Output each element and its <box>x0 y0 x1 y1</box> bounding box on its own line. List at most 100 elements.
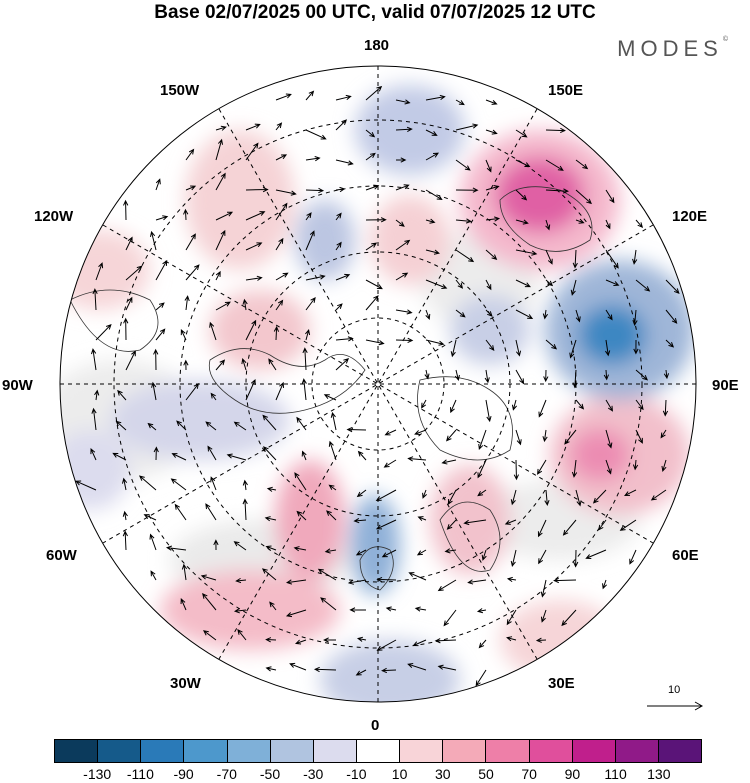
wind-arrow <box>515 249 538 256</box>
wind-arrow <box>605 189 615 204</box>
wind-arrow <box>275 202 288 221</box>
wind-arrow <box>335 119 348 131</box>
wind-arrow <box>183 208 189 221</box>
wind-arrow <box>92 288 98 311</box>
wind-arrow <box>184 295 190 311</box>
wind-arrow <box>353 518 367 524</box>
wind-arrow <box>395 337 414 343</box>
wind-arrow <box>324 548 337 554</box>
wind-arrow <box>515 339 522 357</box>
wind-arrow <box>205 421 217 431</box>
wind-arrow <box>381 667 397 674</box>
colorbar <box>54 739 702 763</box>
colorbar-tick-label: -70 <box>216 766 237 782</box>
wind-arrow <box>335 212 342 221</box>
wind-arrow <box>450 339 457 358</box>
wind-arrow <box>210 476 217 491</box>
wind-arrow <box>543 369 549 383</box>
wind-arrow <box>592 489 607 504</box>
wind-arrow <box>513 459 519 481</box>
vector-scale-arrow <box>647 701 704 711</box>
lon-label-60w: 60W <box>46 547 77 564</box>
wind-arrow <box>320 597 337 611</box>
wind-arrow <box>665 279 680 294</box>
wind-arrow <box>174 503 187 521</box>
wind-arrow <box>296 416 307 431</box>
wind-arrow <box>261 568 277 581</box>
wind-arrow <box>365 129 376 138</box>
wind-arrow <box>665 309 678 324</box>
wind-arrow <box>605 339 611 357</box>
wind-arrow <box>422 489 427 499</box>
colorbar-tick-label: -110 <box>126 766 154 782</box>
wind-arrow <box>562 519 577 536</box>
wind-arrow <box>125 236 133 251</box>
brand-logo: MODES© <box>617 36 728 62</box>
wind-arrow <box>515 159 531 168</box>
wind-arrow <box>185 264 200 281</box>
wind-arrow <box>90 448 97 461</box>
wind-arrow <box>455 309 466 318</box>
wind-arrow <box>335 336 354 342</box>
wind-arrow <box>414 429 427 436</box>
colorbar-swatch <box>270 740 314 762</box>
wind-arrow <box>421 399 427 409</box>
wind-arrow <box>346 426 367 433</box>
wind-arrow <box>235 577 247 584</box>
wind-arrow <box>395 126 413 132</box>
wind-arrow <box>330 411 337 431</box>
lon-label-30e: 30E <box>548 675 575 692</box>
wind-arrow <box>171 453 187 461</box>
wind-arrow <box>575 189 592 205</box>
wind-arrow <box>485 249 498 260</box>
wind-arrow <box>170 478 187 491</box>
wind-arrow <box>185 185 197 191</box>
wind-arrow <box>185 148 195 161</box>
wind-arrow <box>365 295 379 311</box>
wind-arrow <box>294 639 307 645</box>
wind-arrow <box>305 90 315 101</box>
wind-arrow <box>328 484 337 491</box>
wind-arrow <box>633 339 639 355</box>
wind-arrow <box>455 218 472 224</box>
wind-arrow <box>242 298 248 311</box>
wind-arrow <box>245 242 263 251</box>
wind-arrow <box>150 570 157 581</box>
wind-arrow <box>305 274 326 281</box>
lon-label-180: 180 <box>364 37 390 54</box>
wind-arrow <box>123 199 129 221</box>
wind-arrow <box>305 230 315 251</box>
wind-arrow <box>185 383 200 401</box>
wind-arrow <box>425 339 445 346</box>
wind-arrow <box>632 249 638 265</box>
wind-arrow <box>233 541 247 551</box>
wind-arrow <box>455 99 465 106</box>
wind-arrow <box>553 577 577 584</box>
wind-arrow <box>506 576 517 583</box>
wind-arrow <box>437 664 457 671</box>
wind-arrow <box>335 241 342 251</box>
wind-arrow <box>454 369 460 382</box>
wind-arrow <box>564 429 577 445</box>
wind-arrow <box>605 399 613 412</box>
wind-arrow <box>215 172 226 191</box>
wind-arrow <box>395 272 409 281</box>
map-title: Base 02/07/2025 00 UTC, valid 07/07/2025… <box>154 2 596 23</box>
wind-arrow <box>296 510 307 521</box>
wind-arrow <box>425 249 440 255</box>
wind-arrow <box>417 516 427 522</box>
wind-arrow <box>506 609 517 626</box>
wind-arrow <box>412 639 427 647</box>
wind-arrow <box>485 185 500 191</box>
wind-arrow <box>605 309 613 321</box>
wind-arrow <box>515 279 531 288</box>
wind-arrow <box>545 127 566 134</box>
wind-arrow <box>407 456 427 462</box>
wind-arrow <box>478 639 487 649</box>
wind-arrow <box>125 296 133 311</box>
wind-arrow <box>395 309 413 315</box>
wind-arrow <box>506 636 517 642</box>
wind-arrow <box>275 381 284 401</box>
wind-arrow <box>245 142 259 161</box>
wind-arrow <box>477 459 487 479</box>
